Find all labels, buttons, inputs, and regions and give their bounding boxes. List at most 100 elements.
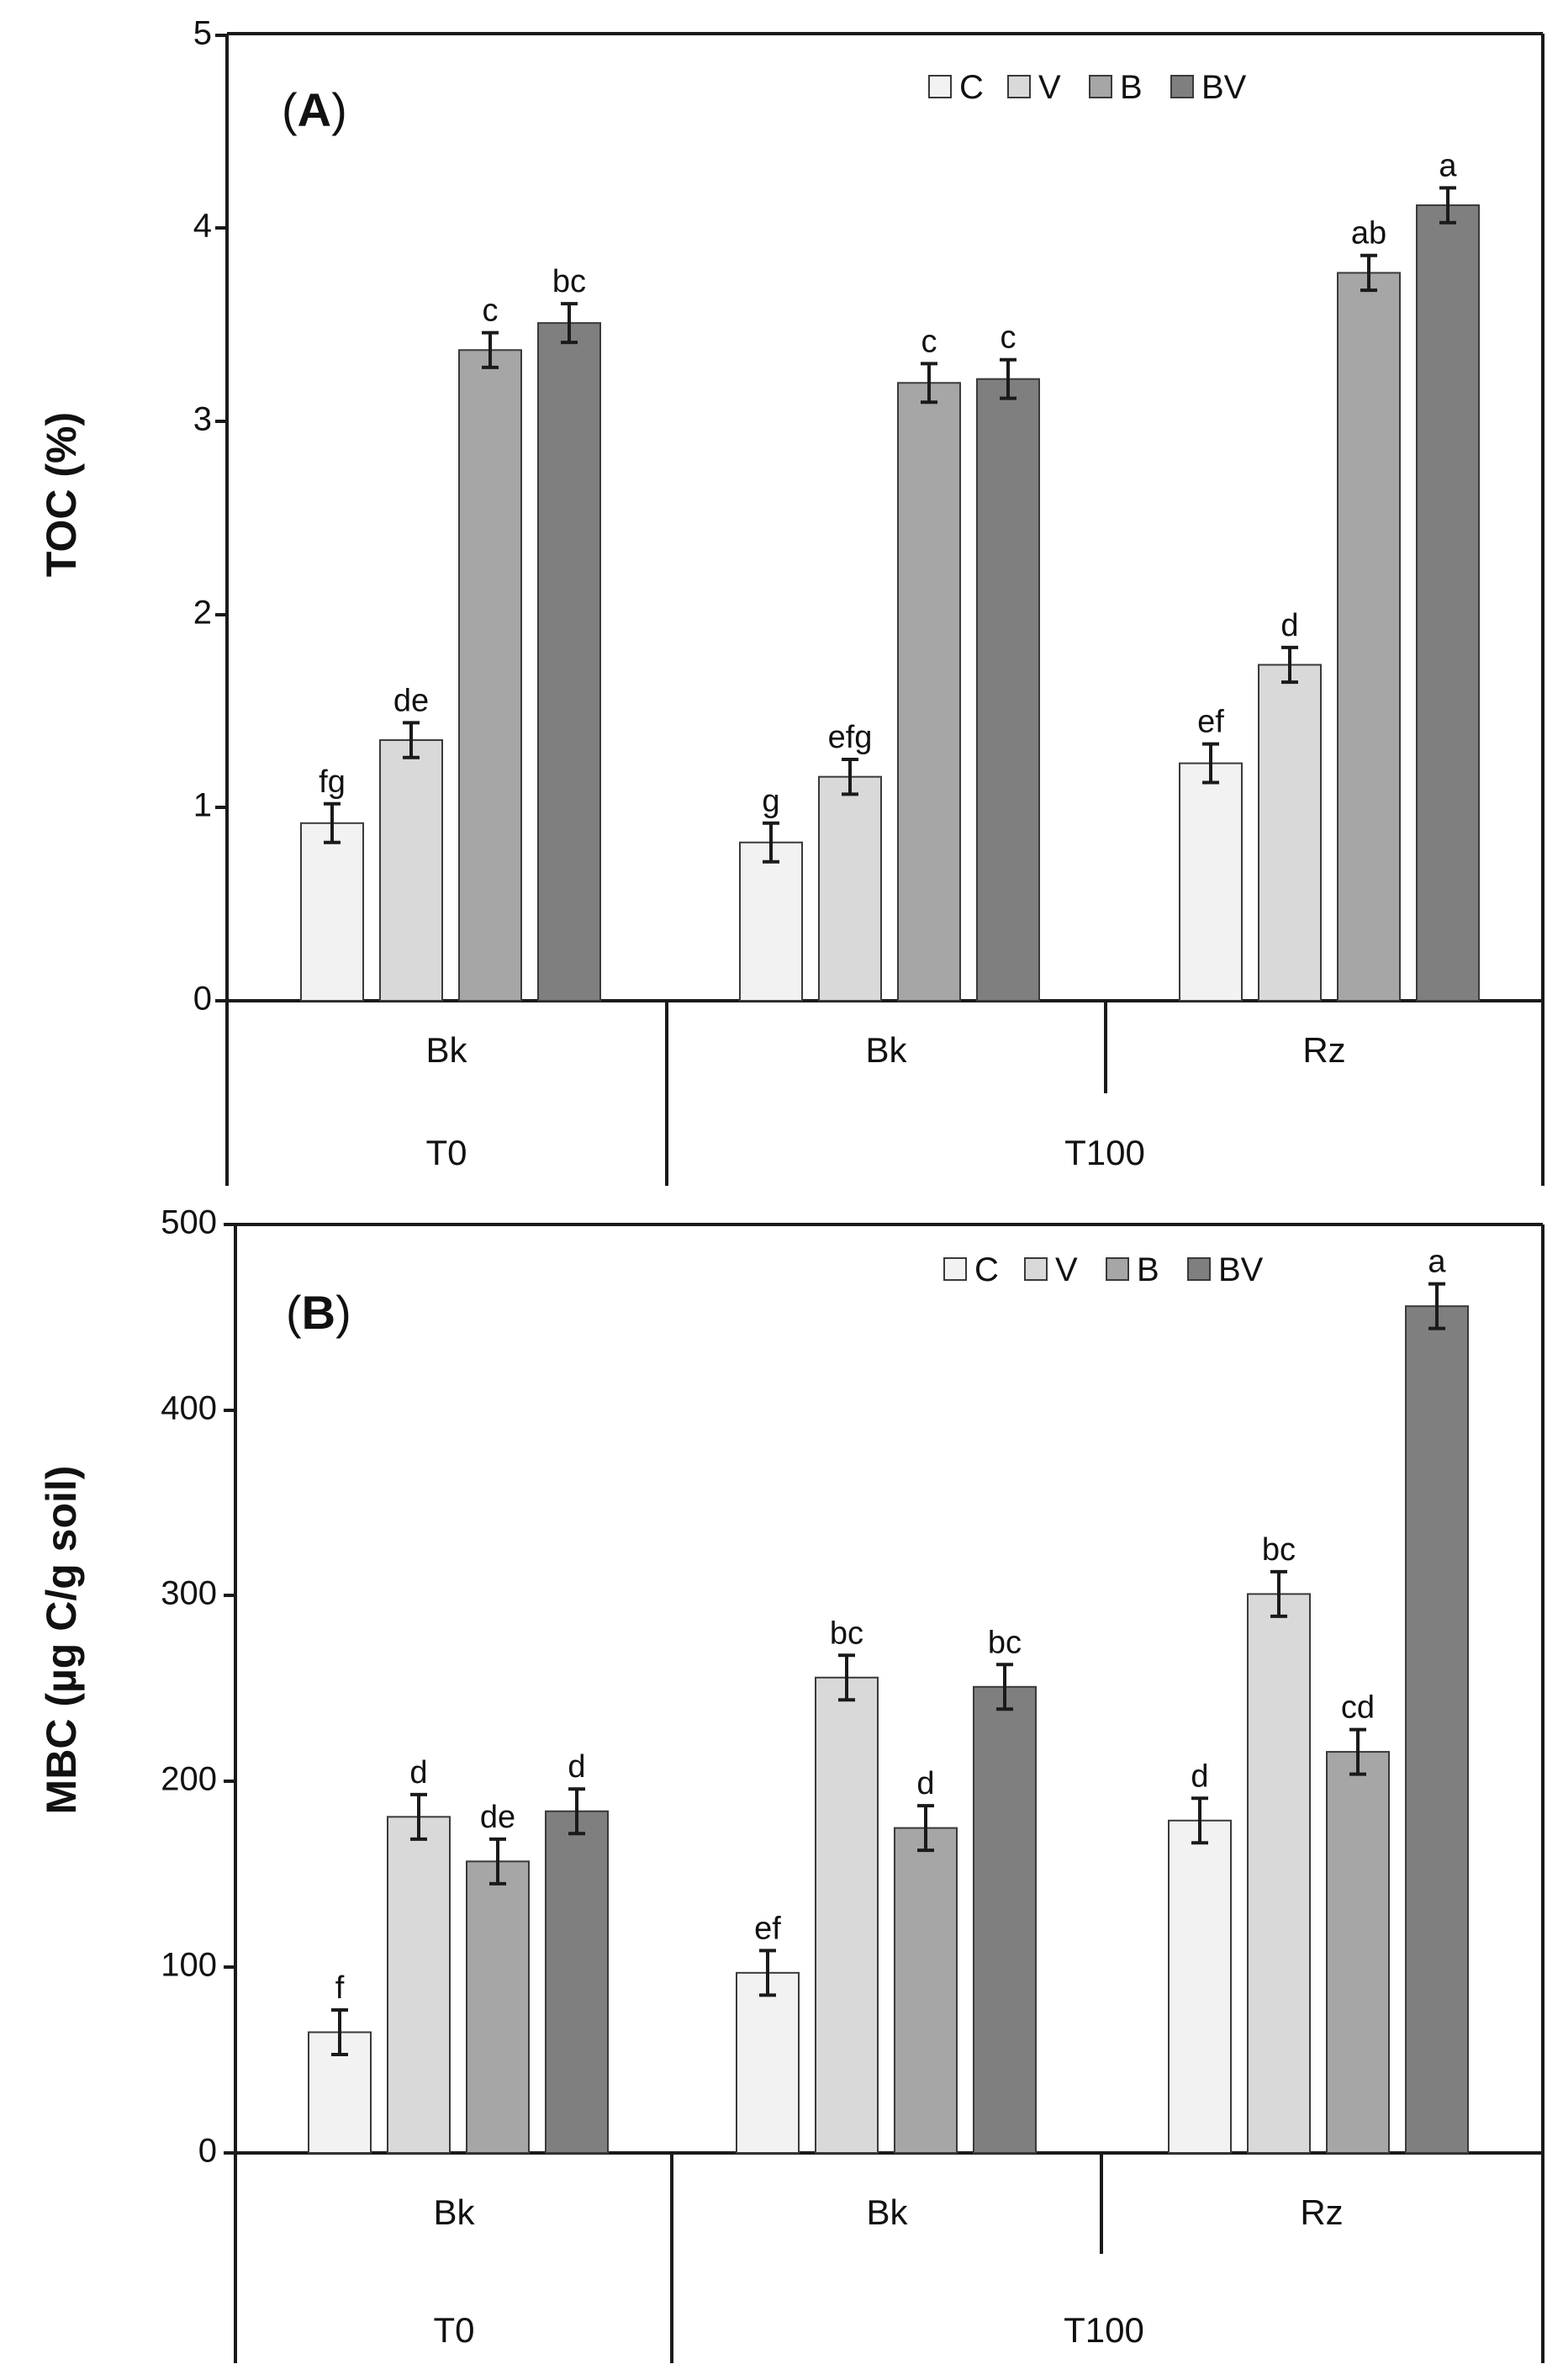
error-bar: [410, 1792, 427, 1841]
bar-b: [1337, 272, 1401, 1002]
category-label: Rz: [1300, 2192, 1343, 2232]
legend: C V B BV: [928, 69, 1247, 106]
category-label: Bk: [433, 2192, 475, 2232]
significance-letter: d: [568, 1749, 585, 1785]
significance-letter: ef: [754, 1911, 781, 1946]
bar-b: [458, 349, 522, 1002]
category-label: Bk: [865, 1030, 907, 1070]
significance-letter: de: [393, 683, 429, 718]
legend-label-bv: BV: [1201, 69, 1247, 106]
panel-label-open: (: [286, 1286, 302, 1339]
panel-label-close: ): [331, 83, 347, 136]
legend-swatch-c: [943, 1257, 967, 1281]
x-axis-labels: Bk Bk Rz T0 T100: [433, 2192, 1343, 2350]
y-tick-label: 4: [193, 208, 212, 245]
panel-label-letter: B: [302, 1286, 335, 1339]
y-tick-label: 200: [161, 1761, 217, 1798]
significance-letter: d: [916, 1766, 934, 1801]
significance-letter: c: [1001, 320, 1016, 356]
bar-bv: [1405, 1305, 1469, 2154]
significance-letter: de: [480, 1800, 515, 1835]
legend-swatch-v: [1007, 75, 1031, 98]
y-tick-label: 400: [161, 1390, 217, 1427]
bar-b: [894, 1827, 958, 2155]
group-label: T100: [1064, 2310, 1144, 2350]
panel-label-close: ): [335, 1286, 351, 1339]
y-tick-label: 2: [193, 595, 212, 632]
error-bar: [921, 362, 937, 405]
y-axis: [215, 32, 1545, 1186]
legend: C V B BV: [943, 1251, 1264, 1288]
bar-c: [1168, 1819, 1232, 2155]
panel-a: TOC (%) 0 1 2 3 4 5 Bk Bk R: [38, 15, 1545, 1186]
panel-label-letter: A: [298, 83, 331, 136]
bars: fg g ef de efg d c c ab bc c a: [300, 148, 1480, 1002]
error-bar: [324, 801, 341, 844]
group-label: T0: [425, 1133, 467, 1172]
y-axis: [224, 1223, 1545, 2363]
category-label: Bk: [425, 1030, 467, 1070]
error-bar: [838, 1653, 855, 1702]
x-axis-labels: Bk Bk Rz T0 T100: [425, 1030, 1345, 1172]
bar-bv: [537, 322, 601, 1002]
bars: f ef d d bc bc de d cd d bc a: [308, 1245, 1469, 2155]
y-tick-label: 500: [161, 1204, 217, 1241]
panel-label: (A): [282, 83, 347, 136]
significance-letter: efg: [828, 720, 873, 755]
error-bar: [1270, 1569, 1287, 1618]
legend-label-b: B: [1137, 1251, 1159, 1288]
legend-swatch-b: [1106, 1257, 1129, 1281]
panel-label-open: (: [282, 83, 298, 136]
error-bar: [1360, 253, 1377, 293]
legend-label-v: V: [1055, 1251, 1078, 1288]
bar-bv: [976, 378, 1040, 1002]
bar-bv: [973, 1685, 1037, 2154]
y-tick-label: 0: [193, 981, 212, 1018]
significance-letter: bc: [552, 264, 586, 299]
error-bar: [482, 331, 499, 369]
significance-letter: a: [1428, 1245, 1446, 1280]
legend-label-b: B: [1120, 69, 1143, 106]
error-bar: [842, 758, 858, 796]
error-bar: [1439, 186, 1456, 225]
significance-letter: ab: [1351, 216, 1386, 251]
bar-c: [739, 841, 803, 1002]
error-bar: [1191, 1796, 1208, 1845]
bar-bv: [545, 1810, 609, 2155]
bar-v: [815, 1676, 879, 2154]
legend-swatch-c: [928, 75, 952, 98]
significance-letter: fg: [319, 764, 346, 800]
legend-label-v: V: [1038, 69, 1061, 106]
category-label: Bk: [866, 2192, 908, 2232]
y-axis-label: TOC (%): [38, 412, 85, 577]
legend-swatch-bv: [1187, 1257, 1211, 1281]
bar-v: [387, 1816, 451, 2155]
significance-letter: d: [1191, 1759, 1208, 1794]
bar-b: [1326, 1751, 1390, 2155]
error-bar: [403, 721, 420, 759]
bar-b: [466, 1860, 530, 2154]
category-label: Rz: [1302, 1030, 1345, 1070]
significance-letter: a: [1439, 148, 1457, 183]
error-bar: [1281, 645, 1298, 685]
error-bar: [759, 1949, 776, 1997]
significance-letter: g: [762, 784, 779, 819]
bar-c: [1179, 762, 1243, 1002]
bar-b: [897, 382, 961, 1002]
y-tick-label: 100: [161, 1947, 217, 1984]
significance-letter: cd: [1341, 1690, 1375, 1726]
significance-letter: d: [409, 1755, 427, 1790]
legend-swatch-bv: [1170, 75, 1194, 98]
bar-c: [736, 1971, 800, 2154]
significance-letter: ef: [1197, 705, 1224, 740]
category-dividers: [670, 2153, 1103, 2363]
bar-v: [379, 739, 443, 1002]
error-bar: [1000, 357, 1016, 400]
significance-letter: c: [483, 294, 499, 329]
panel-label: (B): [286, 1286, 351, 1339]
y-ticks: 0 1 2 3 4 5: [193, 15, 212, 1018]
category-dividers: [665, 1001, 1107, 1186]
error-bar: [561, 302, 578, 345]
legend-swatch-b: [1089, 75, 1112, 98]
